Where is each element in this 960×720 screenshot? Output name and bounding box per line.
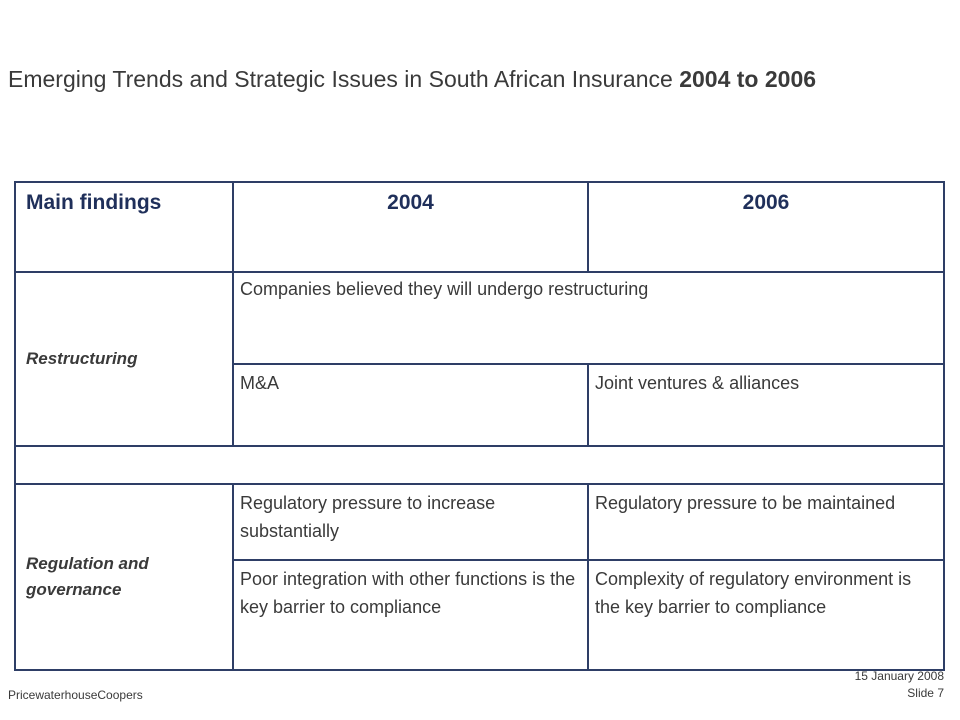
regulation-2006-cell-1: Regulatory pressure to be maintained [587, 483, 945, 561]
findings-table: Main findings 2004 2006 Restructuring Co… [14, 181, 945, 671]
table-row: Restructuring Companies believed they wi… [14, 271, 945, 447]
header-main-findings: Main findings [14, 181, 234, 273]
slide-title-bold: 2004 to 2006 [679, 66, 817, 92]
footer-right-block: 15 January 2008 Slide 7 [855, 668, 944, 702]
regulation-2004-cell-1: Regulatory pressure to increase substant… [232, 483, 589, 561]
restructuring-2004-cell: M&A [232, 363, 589, 447]
row-label-regulation: Regulation and governance [14, 483, 234, 671]
restructuring-2006-cell: Joint ventures & alliances [587, 363, 945, 447]
empty-cell [14, 445, 945, 485]
header-2004: 2004 [232, 181, 589, 273]
footer-company: PricewaterhouseCoopers [8, 688, 143, 702]
footer-date: 15 January 2008 [854, 669, 944, 683]
row-label-restructuring: Restructuring [14, 271, 234, 447]
regulation-2006-cell-2: Complexity of regulatory environment is … [587, 559, 945, 671]
table-row: Regulation and governance Regulatory pre… [14, 483, 945, 671]
table-spacer-row [14, 445, 945, 485]
header-2006: 2006 [587, 181, 945, 273]
table-row: M&A Joint ventures & alliances [15, 363, 945, 447]
slide-title: Emerging Trends and Strategic Issues in … [8, 66, 958, 93]
table-row: Poor integration with other functions is… [15, 559, 945, 671]
regulation-2004-cell-2: Poor integration with other functions is… [232, 559, 589, 671]
table-header-row: Main findings 2004 2006 [14, 181, 945, 273]
restructuring-merged-cell: Companies believed they will undergo res… [232, 271, 945, 365]
footer-slide-number: Slide 7 [907, 686, 944, 700]
slide-title-regular: Emerging Trends and Strategic Issues in … [8, 66, 680, 92]
